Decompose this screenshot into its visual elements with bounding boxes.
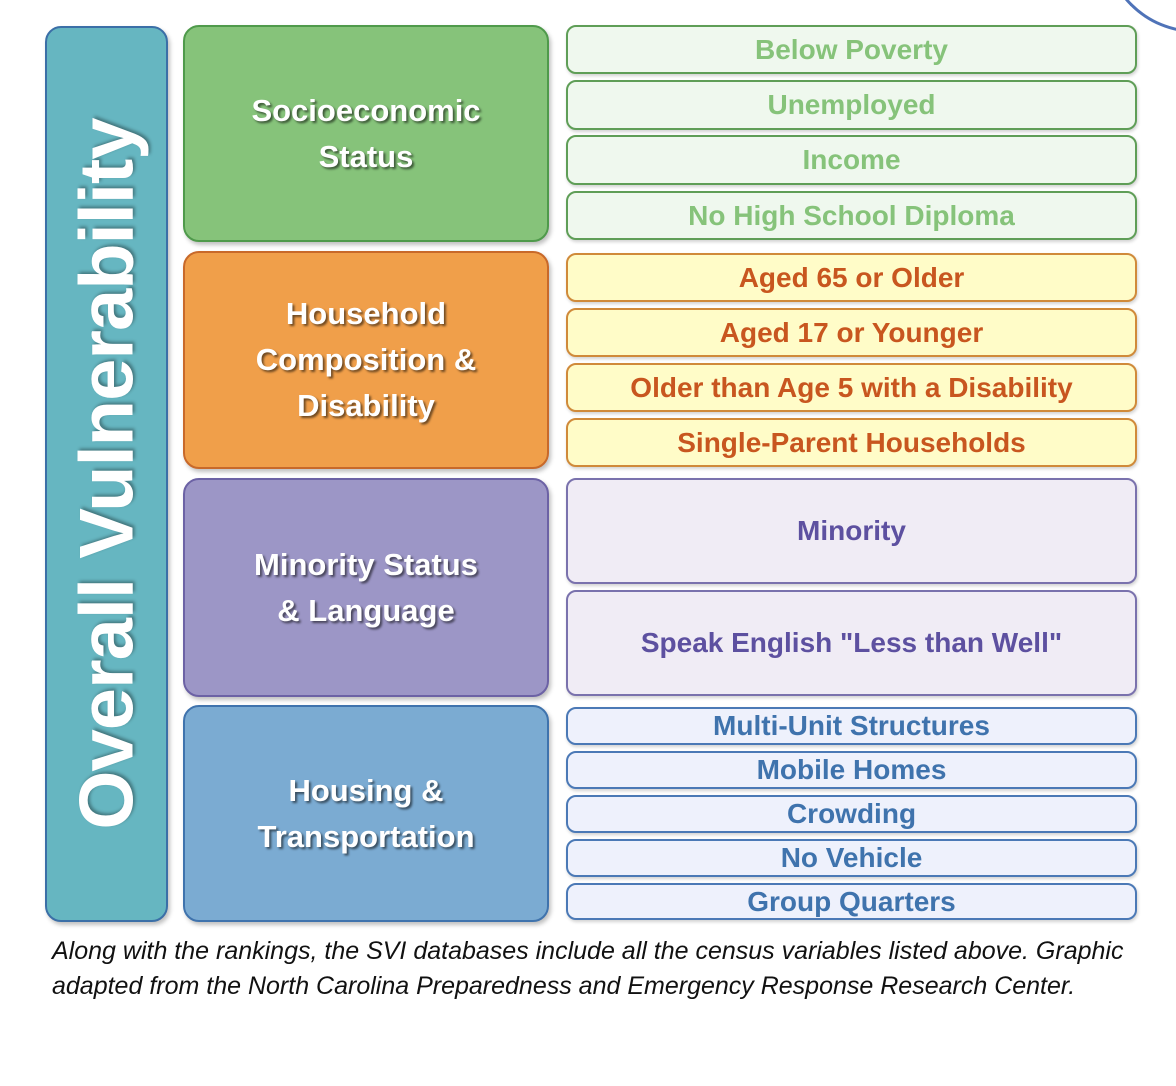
variable-unemployed: Unemployed xyxy=(566,80,1137,130)
variable-group-quarters: Group Quarters xyxy=(566,883,1137,920)
variable-aged-65-or-older: Aged 65 or Older xyxy=(566,253,1137,302)
theme-label: Housing & Transportation xyxy=(257,772,475,854)
variable-single-parent-households: Single-Parent Households xyxy=(566,418,1137,467)
theme-household-composition-disability: Household Composition & Disability xyxy=(183,251,549,469)
theme-label: Household Composition & Disability xyxy=(255,296,477,423)
caption: Along with the rankings, the SVI databas… xyxy=(52,937,1124,1000)
theme-housing-transportation: Housing & Transportation xyxy=(183,705,549,922)
theme-minority-status-language: Minority Status & Language xyxy=(183,478,549,697)
variable-income: Income xyxy=(566,135,1137,185)
variable-crowding: Crowding xyxy=(566,795,1137,833)
overall-vulnerability-box: Overall Vulnerability xyxy=(45,26,168,922)
theme-label: Minority Status & Language xyxy=(254,546,478,628)
variable-speak-english-less-than-well: Speak English "Less than Well" xyxy=(566,590,1137,696)
variable-multi-unit-structures: Multi-Unit Structures xyxy=(566,707,1137,745)
theme-socioeconomic-status: Socioeconomic Status xyxy=(183,25,549,242)
overall-vulnerability-label: Overall Vulnerability xyxy=(64,118,149,830)
variable-mobile-homes: Mobile Homes xyxy=(566,751,1137,789)
variable-aged-17-or-younger: Aged 17 or Younger xyxy=(566,308,1137,357)
variable-no-high-school-diploma: No High School Diploma xyxy=(566,191,1137,240)
variable-no-vehicle: No Vehicle xyxy=(566,839,1137,877)
theme-label: Socioeconomic Status xyxy=(251,92,481,174)
variable-below-poverty: Below Poverty xyxy=(566,25,1137,74)
variable-minority: Minority xyxy=(566,478,1137,584)
variable-disability: Older than Age 5 with a Disability xyxy=(566,363,1137,412)
